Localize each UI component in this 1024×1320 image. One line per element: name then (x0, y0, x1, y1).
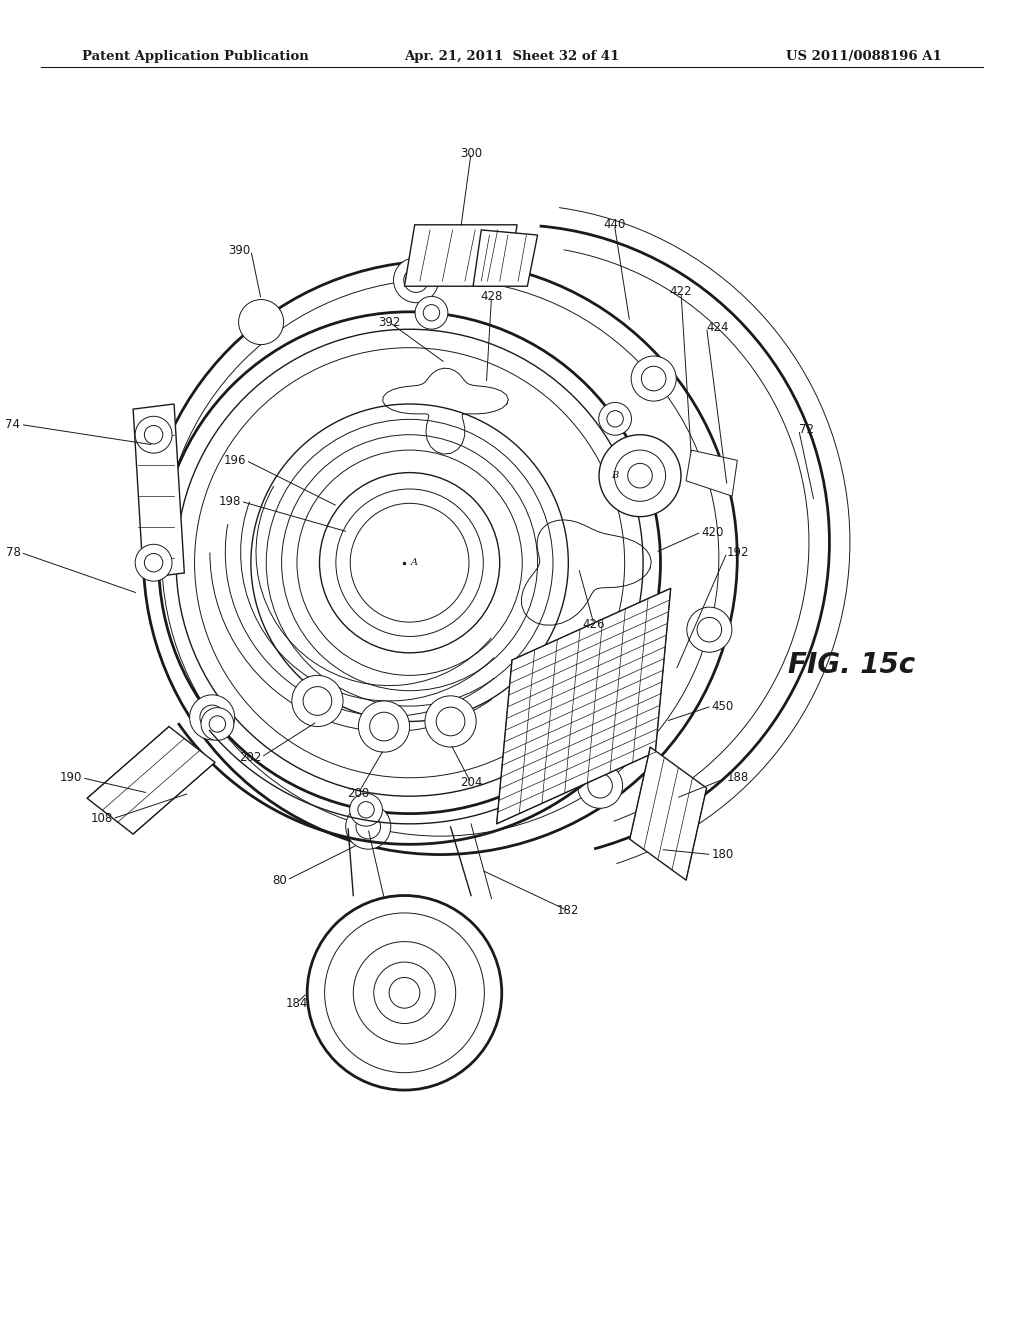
Text: Patent Application Publication: Patent Application Publication (82, 50, 308, 63)
Text: 188: 188 (727, 771, 750, 784)
Text: 184: 184 (286, 997, 308, 1010)
Text: 300: 300 (460, 147, 482, 160)
Circle shape (436, 708, 465, 735)
Text: 78: 78 (5, 546, 20, 558)
Text: US 2011/0088196 A1: US 2011/0088196 A1 (786, 50, 942, 63)
Text: 422: 422 (670, 285, 692, 298)
Text: 196: 196 (223, 454, 246, 467)
Circle shape (370, 713, 398, 741)
Circle shape (599, 403, 632, 436)
Text: 198: 198 (218, 495, 241, 508)
Circle shape (578, 763, 623, 808)
Circle shape (403, 268, 428, 293)
Text: 426: 426 (583, 618, 605, 631)
Text: 390: 390 (228, 244, 251, 257)
Polygon shape (473, 230, 538, 286)
Circle shape (687, 607, 732, 652)
Polygon shape (630, 747, 707, 880)
Text: 424: 424 (707, 321, 729, 334)
Polygon shape (686, 450, 737, 496)
Circle shape (209, 715, 225, 733)
Text: 108: 108 (90, 812, 113, 825)
Circle shape (621, 652, 653, 685)
Text: 420: 420 (701, 525, 724, 539)
Circle shape (356, 814, 381, 840)
Polygon shape (404, 224, 517, 286)
Circle shape (189, 694, 234, 741)
Circle shape (201, 708, 233, 741)
Text: 192: 192 (727, 546, 750, 558)
Circle shape (599, 434, 681, 516)
Circle shape (144, 553, 163, 572)
Circle shape (607, 411, 624, 426)
Text: 200: 200 (347, 787, 370, 800)
Circle shape (628, 463, 652, 488)
Circle shape (292, 676, 343, 726)
Text: 180: 180 (712, 847, 734, 861)
Polygon shape (87, 726, 215, 834)
Circle shape (415, 297, 447, 329)
Circle shape (588, 774, 612, 799)
Text: 202: 202 (239, 751, 261, 764)
Polygon shape (133, 404, 184, 578)
Text: B: B (611, 471, 617, 480)
Circle shape (200, 705, 224, 730)
Text: 190: 190 (59, 771, 82, 784)
Text: Apr. 21, 2011  Sheet 32 of 41: Apr. 21, 2011 Sheet 32 of 41 (404, 50, 620, 63)
Circle shape (349, 793, 382, 826)
Circle shape (357, 801, 374, 818)
Circle shape (393, 257, 438, 302)
Circle shape (423, 305, 439, 321)
Circle shape (358, 701, 410, 752)
Text: 450: 450 (712, 700, 734, 713)
Text: 428: 428 (480, 290, 503, 304)
Circle shape (135, 544, 172, 581)
Text: 80: 80 (272, 874, 287, 887)
Text: 440: 440 (603, 218, 626, 231)
Circle shape (346, 804, 391, 849)
Circle shape (239, 300, 284, 345)
Text: FIG. 15c: FIG. 15c (788, 651, 915, 678)
Polygon shape (497, 589, 671, 824)
Text: 182: 182 (557, 904, 580, 917)
Circle shape (425, 696, 476, 747)
Text: 72: 72 (799, 424, 814, 436)
Circle shape (629, 660, 645, 677)
Circle shape (144, 425, 163, 444)
Circle shape (641, 366, 666, 391)
Circle shape (614, 450, 666, 502)
Text: 392: 392 (378, 315, 400, 329)
Circle shape (135, 416, 172, 453)
Text: A: A (412, 558, 418, 568)
Circle shape (697, 618, 722, 642)
Circle shape (303, 686, 332, 715)
Text: 74: 74 (5, 418, 20, 430)
Text: 204: 204 (460, 776, 482, 789)
Circle shape (631, 356, 676, 401)
